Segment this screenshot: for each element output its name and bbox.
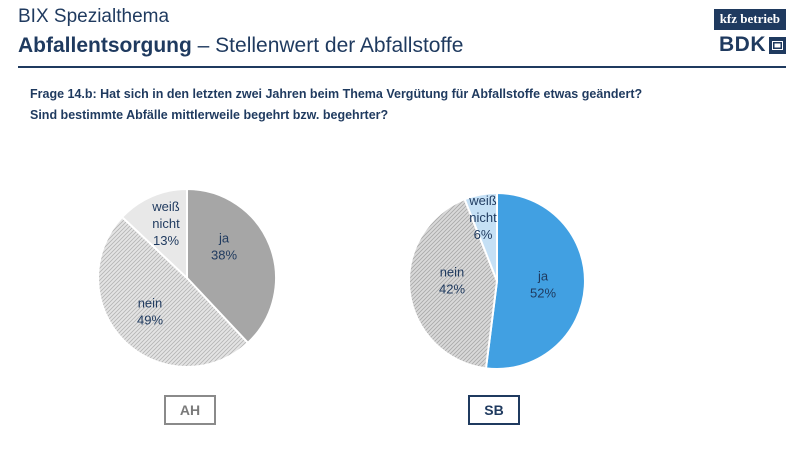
pie-label-ah-ja: ja 38% xyxy=(211,231,237,263)
pie-label-ah-weiss-nicht: weiß nicht 13% xyxy=(151,199,180,248)
page-title-rest: – Stellenwert der Abfallstoffe xyxy=(191,34,464,57)
pie-slice-sb-weiss-nicht xyxy=(463,191,498,282)
pie-slice-ah-ja xyxy=(186,187,277,345)
chart-label-ah: AH xyxy=(164,395,216,425)
pie-chart-sb: ja 52% nein 42%weiß nicht 6% xyxy=(408,191,586,370)
kfz-betrieb-logo: kfz betrieb xyxy=(713,9,786,30)
question-line-2: Sind bestimmte Abfälle mittlerweile bege… xyxy=(30,108,389,122)
bdk-logo-text: BDK xyxy=(719,33,766,56)
bdk-emblem-icon xyxy=(769,36,786,54)
chart-label-sb: SB xyxy=(468,395,520,425)
pie-chart-ah: ja 38% nein 49% weiß nicht 13% xyxy=(97,187,277,368)
question-line-1: Frage 14.b: Hat sich in den letzten zwei… xyxy=(30,87,643,101)
pie-label-sb-weiss-nicht: weiß nicht 6% xyxy=(468,193,497,242)
pie-slice-sb-ja xyxy=(484,191,586,370)
pie-label-ah-nein: nein 49% xyxy=(137,296,163,328)
pie-label-sb-nein: nein 42% xyxy=(439,265,465,297)
pie-slice-ah-weiss-nicht xyxy=(120,187,188,281)
question-text: Frage 14.b: Hat sich in den letzten zwei… xyxy=(30,84,770,126)
bdk-logo: BDK xyxy=(719,33,786,57)
pie-slice-sb-nein xyxy=(408,197,499,370)
pie-slice-ah-nein xyxy=(97,215,250,368)
header-divider xyxy=(18,66,786,68)
pie-label-sb-ja: ja 52% xyxy=(530,269,556,301)
page-title-bold: Abfallentsorgung xyxy=(18,34,192,57)
header-subtitle: BIX Spezialthema xyxy=(18,6,170,27)
page-title: Abfallentsorgung – Stellenwert der Abfal… xyxy=(18,34,463,58)
